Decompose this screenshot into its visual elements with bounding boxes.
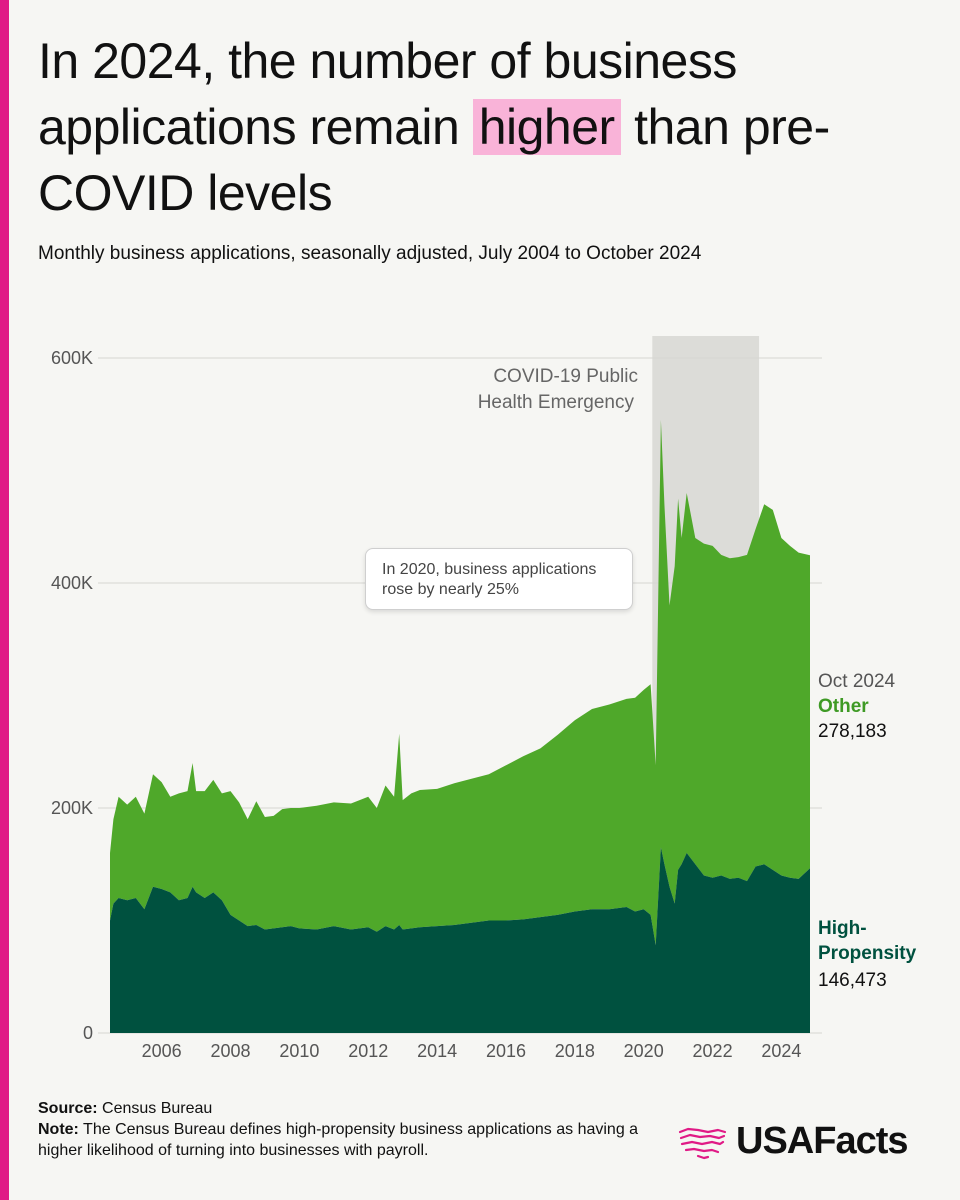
accent-bar (0, 0, 9, 1200)
logo-text: USAFacts (736, 1120, 908, 1162)
footer: Source: Census Bureau Note: The Census B… (38, 1098, 678, 1161)
end-label-high-propensity: High-Propensity (818, 918, 917, 964)
x-tick-label: 2012 (348, 1041, 388, 1061)
usa-map-lines-icon (678, 1127, 727, 1159)
x-tick-label: 2022 (693, 1041, 733, 1061)
note-label: Note: (38, 1121, 79, 1138)
x-tick-label: 2006 (142, 1041, 182, 1061)
page-title: In 2024, the number of business applicat… (38, 28, 918, 226)
callout-line1: In 2020, business applications (382, 561, 597, 578)
usafacts-logo[interactable]: USAFacts (678, 1120, 908, 1163)
area-high-propensity (110, 847, 810, 1033)
callout-line2: rose by nearly 25% (382, 581, 519, 598)
end-value-high-propensity: 146,473 (818, 970, 887, 991)
covid-label-line1: COVID-19 Public (493, 366, 638, 387)
title-text-2: than pre-COVID levels (38, 99, 830, 221)
end-label-date: Oct 2024 (818, 671, 896, 692)
y-tick-label: 200K (51, 798, 93, 818)
note-text: The Census Bureau defines high-propensit… (38, 1121, 639, 1159)
x-tick-label: 2010 (279, 1041, 319, 1061)
x-tick-label: 2018 (555, 1041, 595, 1061)
y-tick-label: 400K (51, 573, 93, 593)
y-tick-label: 600K (51, 348, 93, 368)
title-highlight: higher (472, 99, 621, 155)
x-tick-label: 2020 (624, 1041, 664, 1061)
source-line: Source: Census Bureau (38, 1098, 678, 1119)
source-label: Source: (38, 1100, 98, 1117)
note-line: Note: The Census Bureau defines high-pro… (38, 1119, 678, 1161)
end-label-other: Other (818, 696, 869, 717)
y-tick-label: 0 (83, 1023, 93, 1043)
covid-label-line2: Health Emergency (478, 392, 635, 413)
x-tick-label: 2014 (417, 1041, 457, 1061)
x-tick-label: 2024 (761, 1041, 801, 1061)
growth-callout: In 2020, business applications rose by n… (365, 548, 633, 610)
title-text-1: In 2024, the number of business applicat… (38, 33, 737, 155)
chart-subtitle: Monthly business applications, seasonall… (38, 243, 702, 264)
end-value-other: 278,183 (818, 721, 887, 742)
source-text: Census Bureau (102, 1100, 213, 1117)
x-tick-label: 2008 (210, 1041, 250, 1061)
area-other (110, 419, 810, 946)
x-tick-label: 2016 (486, 1041, 526, 1061)
